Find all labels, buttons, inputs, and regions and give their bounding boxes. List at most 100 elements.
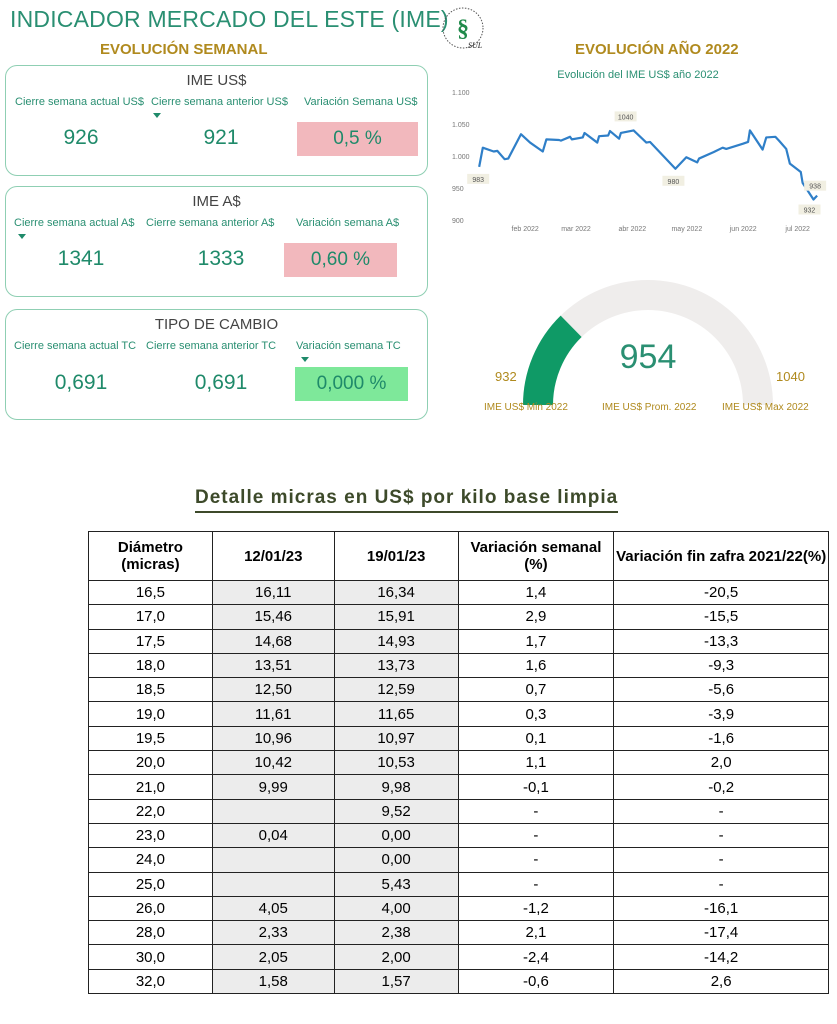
table-cell: 0,1 bbox=[457, 725, 615, 752]
table-cell: - bbox=[457, 871, 615, 897]
variation-value: 0,000 % bbox=[295, 367, 408, 401]
data-label-bg bbox=[467, 173, 490, 184]
table-row: 17,5 14,68 14,93 1,7 -13,3 bbox=[88, 628, 829, 654]
y-tick-label: 1.100 bbox=[452, 90, 470, 97]
gauge-max-caption: IME US$ Max 2022 bbox=[722, 402, 809, 413]
current-value: 926 bbox=[63, 126, 99, 149]
weekly-heading: EVOLUCIÓN SEMANAL bbox=[100, 41, 268, 58]
table-cell: 16,34 bbox=[333, 579, 459, 606]
table-cell: 2,6 bbox=[613, 968, 829, 995]
data-label: 1040 bbox=[618, 114, 634, 121]
sort-caret-icon[interactable] bbox=[153, 113, 161, 118]
previous-label: Cierre semana anterior A$ bbox=[146, 217, 275, 229]
svg-text:SUL: SUL bbox=[468, 41, 483, 50]
column-header: Diámetro (micras) bbox=[88, 531, 213, 581]
table-cell: 11,61 bbox=[211, 701, 335, 727]
table-cell: 0,04 bbox=[211, 822, 335, 849]
data-label: 983 bbox=[472, 177, 484, 184]
table-cell: 1,1 bbox=[457, 750, 615, 776]
table-cell: -20,5 bbox=[613, 579, 829, 606]
card-1: IME A$ Cierre semana actual A$ Cierre se… bbox=[5, 186, 428, 297]
ime-gauge bbox=[480, 255, 800, 415]
table-cell: - bbox=[613, 871, 829, 897]
table-cell: 10,53 bbox=[333, 750, 459, 776]
gauge-min: 932 bbox=[495, 369, 517, 384]
table-cell: - bbox=[613, 798, 829, 824]
previous-label: Cierre semana anterior US$ bbox=[151, 96, 288, 108]
table-cell: 0,7 bbox=[457, 677, 615, 703]
table-cell: 32,0 bbox=[88, 968, 213, 995]
table-cell: 2,9 bbox=[457, 604, 615, 630]
table-cell: -17,4 bbox=[613, 920, 829, 946]
table-cell: 19,0 bbox=[88, 701, 213, 727]
yearly-heading: EVOLUCIÓN AÑO 2022 bbox=[575, 41, 739, 58]
current-label: Cierre semana actual US$ bbox=[15, 96, 145, 108]
table-cell: - bbox=[457, 822, 615, 849]
sort-caret-icon[interactable] bbox=[18, 234, 26, 239]
x-tick-label: feb 2022 bbox=[512, 226, 539, 233]
ime-line-chart: Evolución del IME US$ año 2022 900 950 1.00… bbox=[440, 60, 837, 240]
table-cell: 15,46 bbox=[211, 604, 335, 630]
table-row: 21,0 9,99 9,98 -0,1 -0,2 bbox=[88, 774, 829, 800]
data-label: 932 bbox=[804, 208, 816, 215]
table-cell: 10,97 bbox=[333, 725, 459, 752]
data-label-bg bbox=[804, 180, 827, 191]
table-cell: -1,2 bbox=[457, 895, 615, 922]
table-cell bbox=[211, 847, 335, 873]
card-0: IME US$ Cierre semana actual US$ Cierre … bbox=[5, 65, 428, 176]
table-cell: 30,0 bbox=[88, 944, 213, 970]
table-cell: 10,96 bbox=[211, 725, 335, 752]
previous-value: 921 bbox=[203, 126, 239, 149]
gauge-track bbox=[523, 280, 773, 405]
table-cell: 12,50 bbox=[211, 677, 335, 703]
table-cell: 14,93 bbox=[333, 628, 459, 654]
data-label-bg bbox=[662, 175, 685, 186]
previous-value: 0,691 bbox=[194, 371, 248, 394]
table-cell: 2,05 bbox=[211, 944, 335, 970]
table-cell: 1,58 bbox=[211, 968, 335, 995]
card-title: TIPO DE CAMBIO bbox=[154, 316, 279, 333]
table-cell: -0,1 bbox=[457, 774, 615, 800]
page-title: INDICADOR MERCADO DEL ESTE (IME) bbox=[10, 6, 449, 32]
table-cell: -0,6 bbox=[457, 968, 615, 995]
variation-label: Variación Semana US$ bbox=[304, 96, 418, 108]
table-cell: 19,5 bbox=[88, 725, 213, 752]
previous-label: Cierre semana anterior TC bbox=[146, 340, 277, 352]
table-cell: 22,0 bbox=[88, 798, 213, 824]
table-row: 16,5 16,11 16,34 1,4 -20,5 bbox=[88, 579, 829, 606]
table-cell: 1,57 bbox=[333, 968, 459, 995]
table-row: 18,0 13,51 13,73 1,6 -9,3 bbox=[88, 652, 829, 679]
table-cell: 4,05 bbox=[211, 895, 335, 922]
table-cell: 11,65 bbox=[333, 701, 459, 727]
table-title: Detalle micras en US$ por kilo base limp… bbox=[195, 487, 619, 513]
gauge-fill bbox=[523, 315, 582, 405]
table-cell: 18,0 bbox=[88, 652, 213, 679]
table-cell: 26,0 bbox=[88, 895, 213, 922]
table-cell: 5,43 bbox=[333, 871, 459, 897]
table-cell: - bbox=[613, 822, 829, 849]
table-row: 24,0 0,00- - bbox=[88, 847, 829, 873]
x-tick-label: abr 2022 bbox=[619, 226, 647, 233]
card-title: IME US$ bbox=[186, 72, 247, 89]
table-row: 28,0 2,33 2,38 2,1 -17,4 bbox=[88, 920, 829, 946]
table-cell bbox=[211, 798, 335, 824]
table-cell: -9,3 bbox=[613, 652, 829, 679]
table-cell: 1,6 bbox=[457, 652, 615, 679]
table-row: 30,0 2,05 2,00 -2,4 -14,2 bbox=[88, 944, 829, 970]
data-label: 938 bbox=[809, 184, 821, 191]
table-cell bbox=[211, 871, 335, 897]
table-cell: - bbox=[457, 798, 615, 824]
table-cell: -14,2 bbox=[613, 944, 829, 970]
table-row: 25,0 5,43- - bbox=[88, 871, 829, 897]
card-2: TIPO DE CAMBIO Cierre semana actual TC C… bbox=[5, 309, 428, 420]
variation-label: Variación semana TC bbox=[296, 340, 401, 352]
x-tick-label: jul 2022 bbox=[784, 226, 810, 233]
table-cell: 9,98 bbox=[333, 774, 459, 800]
table-cell: 2,33 bbox=[211, 920, 335, 946]
sort-caret-icon[interactable] bbox=[301, 357, 309, 362]
table-cell: -2,4 bbox=[457, 944, 615, 970]
sul-logo: § SUL bbox=[438, 6, 488, 52]
table-cell: 12,59 bbox=[333, 677, 459, 703]
y-tick-label: 900 bbox=[452, 218, 464, 225]
table-cell: -0,2 bbox=[613, 774, 829, 800]
